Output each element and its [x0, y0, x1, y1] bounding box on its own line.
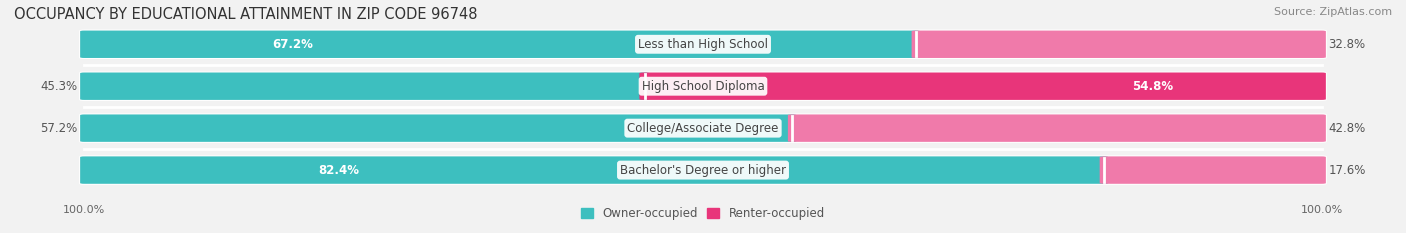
Legend: Owner-occupied, Renter-occupied: Owner-occupied, Renter-occupied — [581, 207, 825, 220]
Text: 45.3%: 45.3% — [41, 80, 77, 93]
Text: College/Associate Degree: College/Associate Degree — [627, 122, 779, 135]
Text: 82.4%: 82.4% — [319, 164, 360, 177]
Text: 67.2%: 67.2% — [271, 38, 312, 51]
Text: 100.0%: 100.0% — [63, 205, 105, 215]
Text: 54.8%: 54.8% — [1132, 80, 1173, 93]
Text: 32.8%: 32.8% — [1329, 38, 1365, 51]
Text: Bachelor's Degree or higher: Bachelor's Degree or higher — [620, 164, 786, 177]
Text: OCCUPANCY BY EDUCATIONAL ATTAINMENT IN ZIP CODE 96748: OCCUPANCY BY EDUCATIONAL ATTAINMENT IN Z… — [14, 7, 478, 22]
Text: High School Diploma: High School Diploma — [641, 80, 765, 93]
Text: Less than High School: Less than High School — [638, 38, 768, 51]
Text: 57.2%: 57.2% — [41, 122, 77, 135]
Text: 100.0%: 100.0% — [1301, 205, 1343, 215]
Text: Source: ZipAtlas.com: Source: ZipAtlas.com — [1274, 7, 1392, 17]
Text: 17.6%: 17.6% — [1329, 164, 1367, 177]
Text: 42.8%: 42.8% — [1329, 122, 1365, 135]
